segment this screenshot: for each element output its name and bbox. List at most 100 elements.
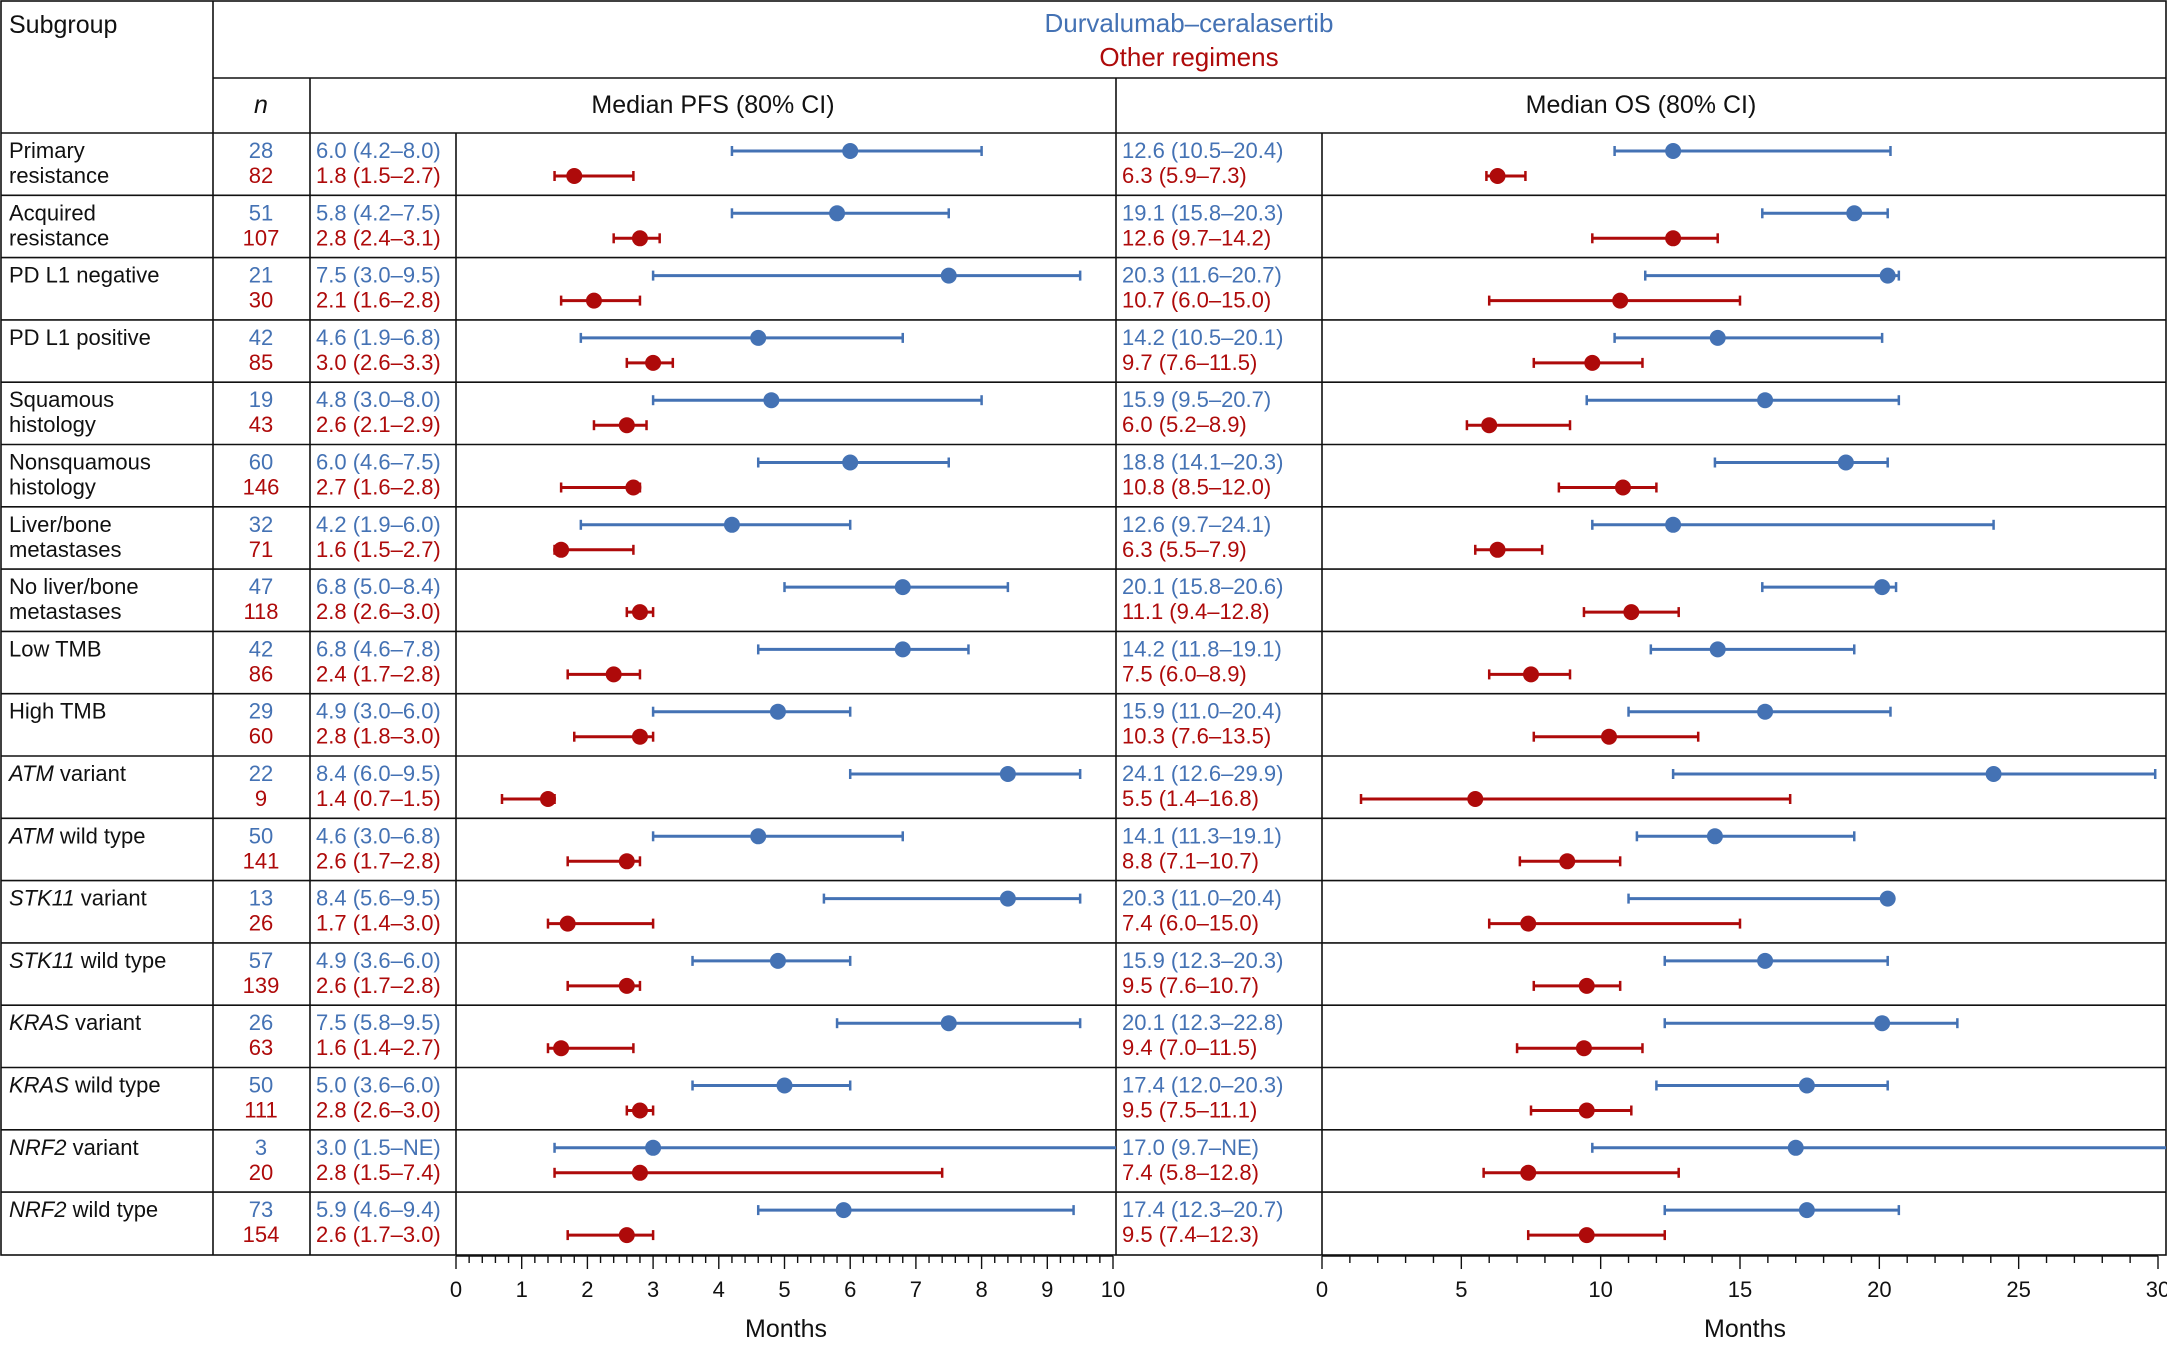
pfs-tick-label: 9 (1041, 1277, 1053, 1302)
gene-status: variant (75, 886, 147, 911)
os-other-median-point (1523, 666, 1539, 683)
subgroup-label: KRAS variant (9, 1010, 141, 1035)
gene-name: STK11 (9, 948, 75, 973)
gene-status: wild type (66, 1197, 158, 1222)
os-value-durvalumab: 17.0 (9.7–NE) (1122, 1135, 1259, 1160)
pfs-value-durvalumab: 7.5 (5.8–9.5) (316, 1010, 441, 1035)
pfs-other-median-point (631, 728, 648, 745)
n-other: 30 (249, 288, 273, 313)
pfs-value-other: 2.8 (2.6–3.0) (316, 599, 441, 624)
n-other: 86 (249, 661, 273, 686)
os-other-median-point (1665, 230, 1682, 247)
gene-status: variant (66, 1135, 138, 1160)
pfs-value-other: 2.8 (2.4–3.1) (316, 225, 441, 250)
os-header: Median OS (80% CI) (1526, 91, 1757, 119)
pfs-value-other: 2.6 (2.1–2.9) (316, 412, 441, 437)
os-other-median-point (1578, 1227, 1595, 1244)
subgroup-header: Subgroup (9, 11, 117, 39)
n-other: 85 (249, 350, 273, 375)
n-durvalumab: 51 (249, 200, 273, 225)
os-value-durvalumab: 17.4 (12.3–20.7) (1122, 1197, 1283, 1222)
pfs-durvalumab-median-point (750, 828, 767, 845)
pfs-durvalumab-median-point (776, 1077, 793, 1094)
os-value-other: 6.3 (5.9–7.3) (1122, 163, 1247, 188)
n-other: 118 (243, 599, 278, 624)
axis-layer: 0 1 2 3 4 5 6 7 8 9 10 0 5 10 15 20 25 30 (450, 1255, 2167, 1302)
os-other-median-point (1481, 417, 1498, 434)
pfs-value-durvalumab: 7.5 (3.0–9.5) (316, 263, 441, 288)
subgroup-label: PD L1 negative (9, 263, 159, 288)
pfs-other-median-point (631, 1102, 648, 1119)
os-value-other: 9.7 (7.6–11.5) (1122, 350, 1257, 375)
os-durvalumab-median-point (1846, 205, 1863, 222)
pfs-value-other: 2.6 (1.7–2.8) (316, 848, 441, 873)
n-other: 9 (255, 786, 267, 811)
os-durvalumab-median-point (1709, 329, 1726, 346)
n-other: 139 (243, 973, 280, 998)
os-durvalumab-median-point (1665, 143, 1682, 159)
pfs-value-durvalumab: 5.9 (4.6–9.4) (316, 1197, 441, 1222)
pfs-value-durvalumab: 6.8 (5.0–8.4) (316, 574, 441, 599)
pfs-value-durvalumab: 3.0 (1.5–NE) (316, 1135, 441, 1160)
n-other: 146 (243, 475, 280, 500)
os-value-durvalumab: 12.6 (9.7–24.1) (1122, 512, 1271, 537)
pfs-tick-label: 1 (516, 1277, 528, 1302)
pfs-other-median-point (625, 479, 642, 496)
pfs-durvalumab-median-point (842, 454, 859, 471)
os-value-other: 6.3 (5.5–7.9) (1122, 537, 1247, 562)
n-other: 71 (249, 537, 273, 562)
subgroup-label: No liver/bone (9, 574, 139, 599)
os-value-durvalumab: 15.9 (9.5–20.7) (1122, 387, 1271, 412)
os-value-durvalumab: 14.2 (11.8–19.1) (1122, 636, 1282, 661)
n-durvalumab: 26 (249, 1010, 273, 1035)
os-durvalumab-median-point (1757, 703, 1774, 720)
pfs-durvalumab-median-point (723, 516, 740, 533)
subgroup-label: STK11 variant (9, 886, 147, 911)
os-tick-label: 5 (1455, 1277, 1467, 1302)
subgroup-label: Nonsquamous (9, 450, 151, 475)
pfs-other-median-point (605, 666, 622, 683)
pfs-other-median-point (553, 541, 570, 558)
os-durvalumab-median-point (1798, 1077, 1815, 1094)
os-other-median-point (1612, 292, 1629, 309)
os-value-durvalumab: 15.9 (12.3–20.3) (1122, 948, 1283, 973)
pfs-tick-label: 0 (450, 1277, 462, 1302)
os-value-other: 5.5 (1.4–16.8) (1122, 786, 1259, 811)
subgroup-label: ATM variant (7, 761, 126, 786)
pfs-durvalumab-median-point (999, 890, 1016, 907)
os-durvalumab-median-point (1787, 1139, 1804, 1156)
gene-status: variant (54, 761, 126, 786)
os-tick-label: 10 (1588, 1277, 1612, 1302)
pfs-durvalumab-median-point (769, 703, 786, 720)
os-value-other: 6.0 (5.2–8.9) (1122, 412, 1247, 437)
subgroup-label: ATM wild type (7, 823, 146, 848)
pfs-value-other: 2.1 (1.6–2.8) (316, 288, 441, 313)
os-value-other: 8.8 (7.1–10.7) (1122, 848, 1259, 873)
pfs-other-median-point (618, 1227, 635, 1244)
os-other-median-point (1601, 728, 1618, 745)
pfs-value-other: 1.7 (1.4–3.0) (316, 911, 441, 936)
n-durvalumab: 22 (249, 761, 273, 786)
pfs-other-median-point (618, 853, 635, 870)
pfs-other-median-point (618, 417, 635, 434)
os-other-median-point (1575, 1040, 1592, 1057)
pfs-value-durvalumab: 6.0 (4.2–8.0) (316, 138, 441, 163)
os-other-median-point (1614, 479, 1631, 496)
os-value-other: 10.7 (6.0–15.0) (1122, 288, 1271, 313)
os-other-median-point (1578, 1102, 1595, 1119)
n-durvalumab: 29 (249, 699, 273, 724)
n-other: 60 (249, 724, 273, 749)
pfs-tick-label: 3 (647, 1277, 659, 1302)
n-durvalumab: 60 (249, 450, 273, 475)
pfs-value-other: 2.8 (1.8–3.0) (316, 724, 441, 749)
n-durvalumab: 73 (249, 1197, 273, 1222)
n-durvalumab: 47 (249, 574, 273, 599)
pfs-value-durvalumab: 8.4 (6.0–9.5) (316, 761, 441, 786)
pfs-durvalumab-median-point (999, 766, 1016, 782)
pfs-other-median-point (631, 604, 648, 621)
os-value-durvalumab: 14.2 (10.5–20.1) (1122, 325, 1283, 350)
subgroup-label: High TMB (9, 699, 106, 724)
pfs-value-other: 1.6 (1.5–2.7) (316, 537, 441, 562)
n-durvalumab: 19 (249, 387, 273, 412)
